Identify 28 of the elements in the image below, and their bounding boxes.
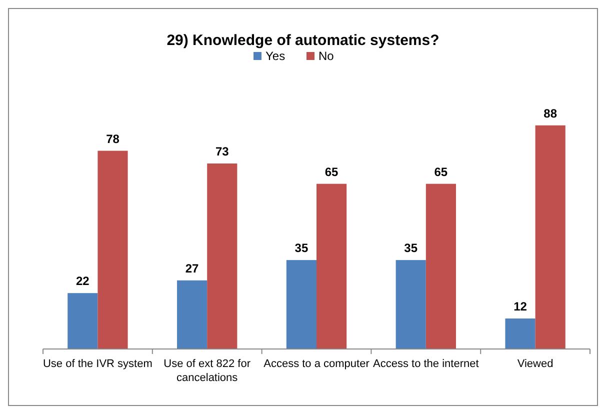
data-label: 22 [76, 274, 90, 288]
bar [316, 184, 347, 349]
bar [426, 184, 456, 349]
bar [207, 163, 238, 349]
legend-label: No [318, 49, 334, 63]
chart-title: 29) Knowledge of automatic systems? [166, 32, 440, 49]
bar [505, 318, 536, 349]
data-label: 27 [185, 261, 200, 276]
x-tick-label: Viewed [517, 358, 554, 370]
bar [286, 260, 316, 349]
x-tick-label: Access to a computer [264, 358, 370, 370]
data-label: 65 [324, 164, 339, 179]
bar [535, 125, 566, 349]
data-label: 12 [514, 300, 528, 314]
data-label: 88 [544, 106, 558, 120]
data-label: 35 [404, 241, 418, 256]
x-tick-label: Access to the internet [373, 358, 479, 370]
data-label: 35 [294, 241, 308, 256]
bar [177, 280, 208, 349]
data-label: 65 [434, 164, 448, 179]
bar [98, 150, 128, 349]
x-tick-label: Use of ext 822 for cancelations [164, 358, 251, 384]
x-tick-label: Use of the IVR system [42, 358, 152, 370]
data-label: 73 [215, 144, 230, 158]
data-label: 78 [106, 132, 120, 146]
legend-label: Yes [266, 49, 286, 63]
bar [396, 260, 426, 349]
bar [68, 293, 98, 349]
